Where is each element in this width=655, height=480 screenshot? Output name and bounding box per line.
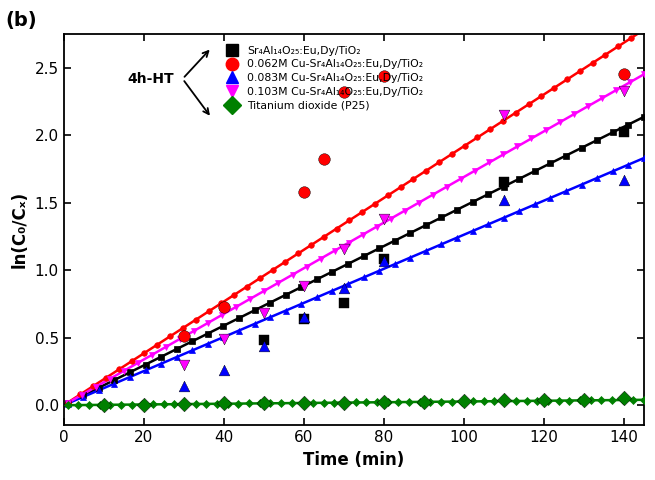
Point: [538, 396, 549, 404]
Point: [498, 111, 509, 119]
Point: [259, 336, 269, 344]
Point: [178, 333, 189, 340]
Point: [219, 335, 229, 343]
Point: [299, 283, 309, 290]
Point: [219, 399, 229, 407]
Point: [318, 156, 329, 163]
Point: [379, 215, 389, 223]
Point: [339, 284, 349, 291]
Legend: Sr₄Al₁₄O₂₅:Eu,Dy/TiO₂, 0.062M Cu-Sr₄Al₁₄O₂₅:Eu,Dy/TiO₂, 0.083M Cu-Sr₄Al₁₄O₂₅:Eu,: Sr₄Al₁₄O₂₅:Eu,Dy/TiO₂, 0.062M Cu-Sr₄Al₁₄…: [217, 41, 428, 115]
Point: [339, 399, 349, 407]
Point: [339, 88, 349, 96]
Text: (b): (b): [6, 11, 37, 30]
Point: [379, 72, 389, 80]
Point: [299, 313, 309, 321]
Point: [339, 300, 349, 307]
Point: [259, 310, 269, 317]
Point: [578, 396, 589, 404]
Point: [219, 366, 229, 374]
Point: [498, 196, 509, 204]
Point: [219, 303, 229, 311]
Point: [178, 383, 189, 390]
Text: 4h-HT: 4h-HT: [128, 72, 174, 86]
Point: [98, 401, 109, 408]
Point: [299, 188, 309, 196]
Point: [178, 400, 189, 408]
Point: [379, 257, 389, 264]
Point: [299, 399, 309, 407]
Point: [339, 245, 349, 252]
Point: [379, 255, 389, 263]
Point: [618, 395, 629, 402]
Point: [618, 87, 629, 95]
Point: [618, 176, 629, 183]
Point: [618, 129, 629, 136]
Y-axis label: ln(C₀/Cₓ): ln(C₀/Cₓ): [11, 191, 29, 268]
Point: [419, 398, 429, 406]
Point: [379, 398, 389, 406]
Point: [498, 178, 509, 186]
Point: [259, 342, 269, 349]
Point: [138, 401, 149, 408]
Point: [259, 399, 269, 407]
X-axis label: Time (min): Time (min): [303, 451, 404, 469]
Point: [498, 396, 509, 404]
Point: [618, 71, 629, 78]
Point: [178, 361, 189, 369]
Point: [458, 397, 469, 405]
Point: [299, 316, 309, 324]
